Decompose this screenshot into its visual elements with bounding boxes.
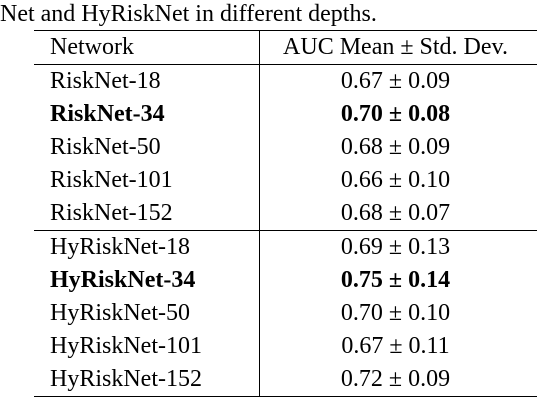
table-row: HyRiskNet-152 0.72 ± 0.09 — [34, 363, 537, 397]
cell-auc: 0.67 ± 0.11 — [341, 333, 450, 359]
cell-auc: 0.70 ± 0.08 — [340, 101, 451, 127]
cell-network: HyRiskNet-18 — [34, 230, 260, 264]
table-row: HyRiskNet-18 0.69 ± 0.13 — [34, 230, 537, 264]
table-row: RiskNet-101 0.66 ± 0.10 — [34, 164, 537, 197]
header-network: Network — [34, 30, 260, 65]
table-row: RiskNet-18 0.67 ± 0.09 — [34, 64, 537, 98]
cell-auc: 0.68 ± 0.09 — [340, 134, 451, 160]
cell-network: RiskNet-101 — [34, 164, 260, 197]
table-row: HyRiskNet-50 0.70 ± 0.10 — [34, 297, 537, 330]
cell-network: HyRiskNet-152 — [34, 363, 260, 397]
cell-auc: 0.66 ± 0.10 — [340, 167, 451, 193]
cell-auc: 0.72 ± 0.09 — [259, 363, 537, 397]
cell-network: HyRiskNet-101 — [34, 330, 260, 363]
cell-network: RiskNet-50 — [34, 131, 260, 164]
results-table: Network AUC Mean ± Std. Dev. RiskNet-18 0… — [34, 30, 537, 397]
table-caption: Net and HyRiskNet in different depths. — [0, 1, 377, 27]
results-table-container: Network AUC Mean ± Std. Dev. RiskNet-18 0… — [34, 30, 537, 397]
cell-auc: 0.69 ± 0.13 — [259, 230, 537, 264]
table-row: RiskNet-152 0.68 ± 0.07 — [34, 197, 537, 231]
cell-auc: 0.70 ± 0.10 — [340, 300, 451, 326]
table-row: HyRiskNet-34 0.75 ± 0.14 — [34, 264, 537, 297]
header-auc: AUC Mean ± Std. Dev. — [259, 30, 537, 65]
header-row: Network AUC Mean ± Std. Dev. — [34, 30, 537, 65]
cell-network: RiskNet-18 — [34, 64, 260, 98]
cell-auc: 0.67 ± 0.09 — [340, 68, 451, 94]
table-body: RiskNet-18 0.67 ± 0.09 RiskNet-34 0.70 ± 0.… — [34, 64, 537, 397]
cell-network: RiskNet-152 — [34, 197, 260, 231]
table-row: HyRiskNet-101 0.67 ± 0.11 — [34, 330, 537, 363]
table-row: RiskNet-50 0.68 ± 0.09 — [34, 131, 537, 164]
cell-auc: 0.75 ± 0.14 — [340, 267, 451, 293]
cell-network: HyRiskNet-34 — [34, 264, 260, 297]
table-row: RiskNet-34 0.70 ± 0.08 — [34, 98, 537, 131]
cell-auc: 0.68 ± 0.07 — [340, 200, 451, 226]
cell-network: HyRiskNet-50 — [34, 297, 260, 330]
cell-network: RiskNet-34 — [34, 98, 260, 131]
